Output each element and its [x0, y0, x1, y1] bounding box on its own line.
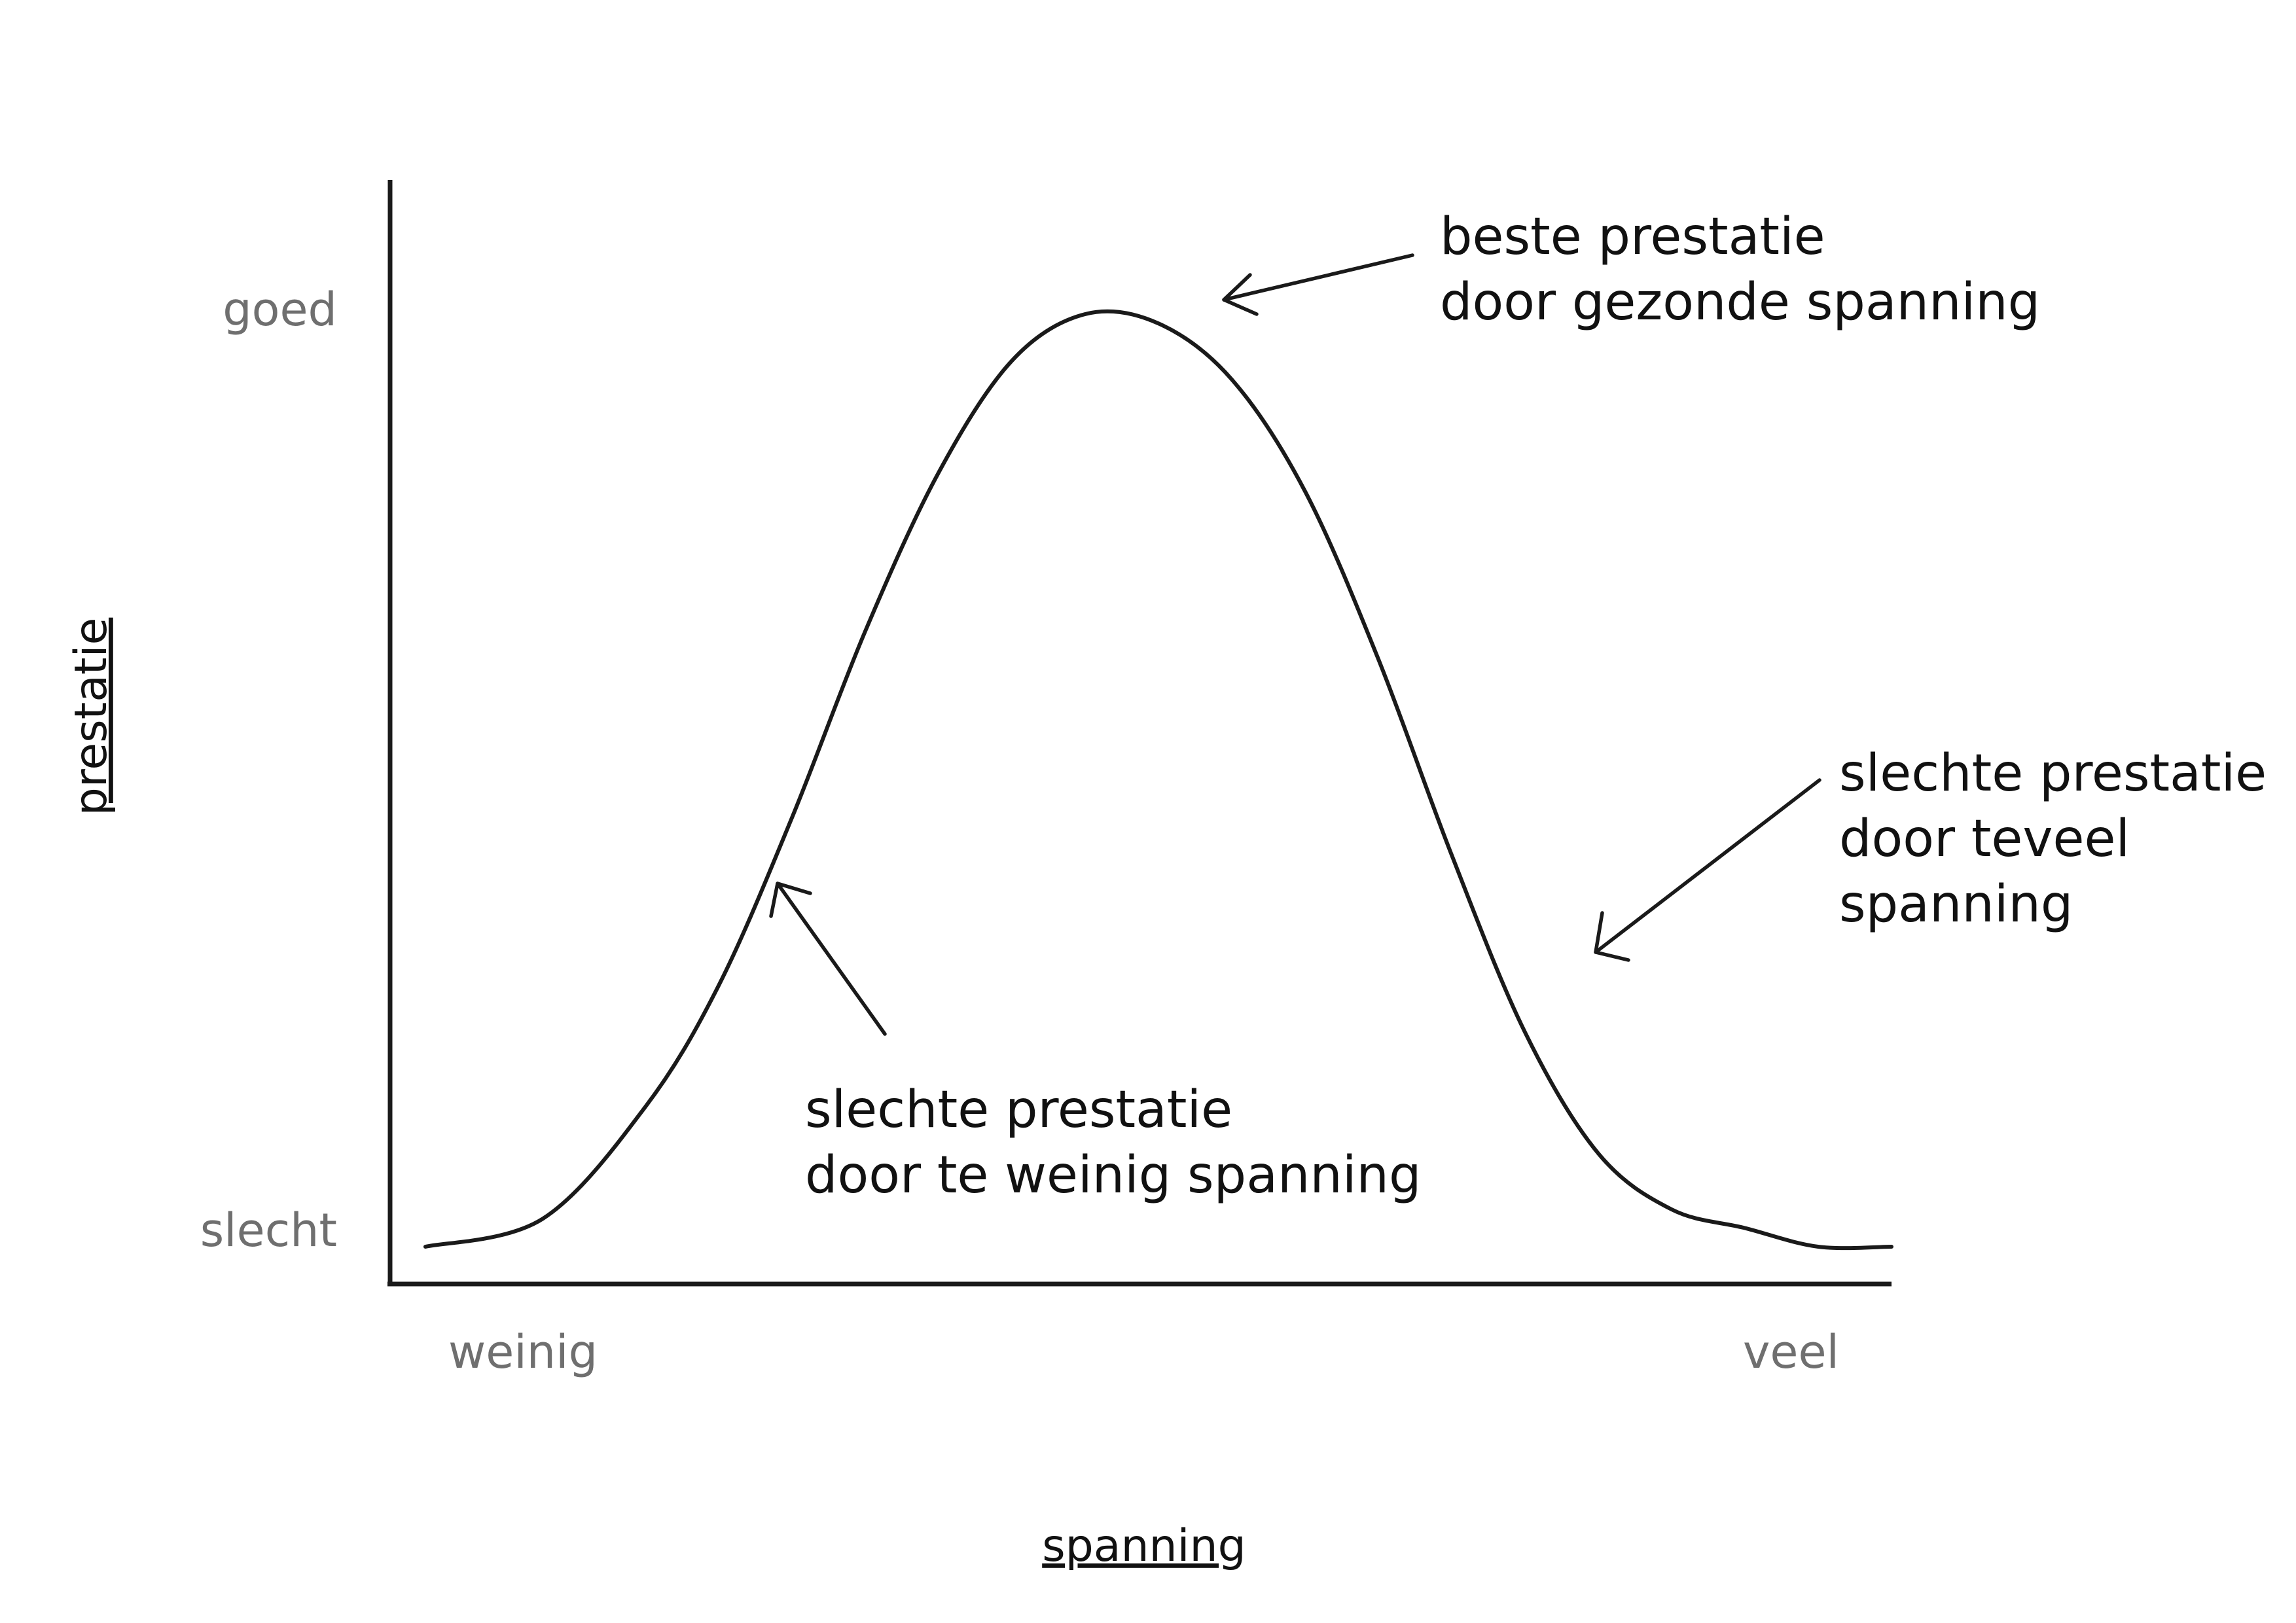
annotation-right-line-1: slechte prestatie: [1839, 744, 2267, 803]
performance-curve: [423, 309, 1893, 1251]
arrow-right-slope: [1594, 778, 1821, 962]
annotation-peak-line-1: beste prestatie: [1440, 207, 1825, 266]
arrow-left-slope: [769, 882, 887, 1036]
annotation-left-line-1: slechte prestatie: [805, 1080, 1232, 1139]
arrow-peak: [1222, 253, 1414, 316]
y-tick-slecht: slecht: [200, 1204, 337, 1257]
x-axis-title: spanning: [1042, 1520, 1246, 1572]
annotation-left: slechte prestatie door te weinig spannin…: [805, 1080, 1421, 1205]
x-tick-veel: veel: [1743, 1325, 1839, 1379]
annotation-left-line-2: door te weinig spanning: [805, 1146, 1421, 1205]
y-axis-title: prestatie: [65, 618, 117, 816]
y-tick-goed: goed: [223, 283, 337, 336]
annotation-peak-line-2: door gezonde spanning: [1440, 273, 2040, 332]
x-tick-weinig: weinig: [448, 1325, 598, 1379]
annotation-right: slechte prestatie door teveel spanning: [1839, 744, 2267, 934]
annotation-peak: beste prestatie door gezonde spanning: [1440, 207, 2040, 332]
annotation-right-line-2: door teveel: [1839, 810, 2130, 868]
annotation-right-line-3: spanning: [1839, 875, 2073, 934]
